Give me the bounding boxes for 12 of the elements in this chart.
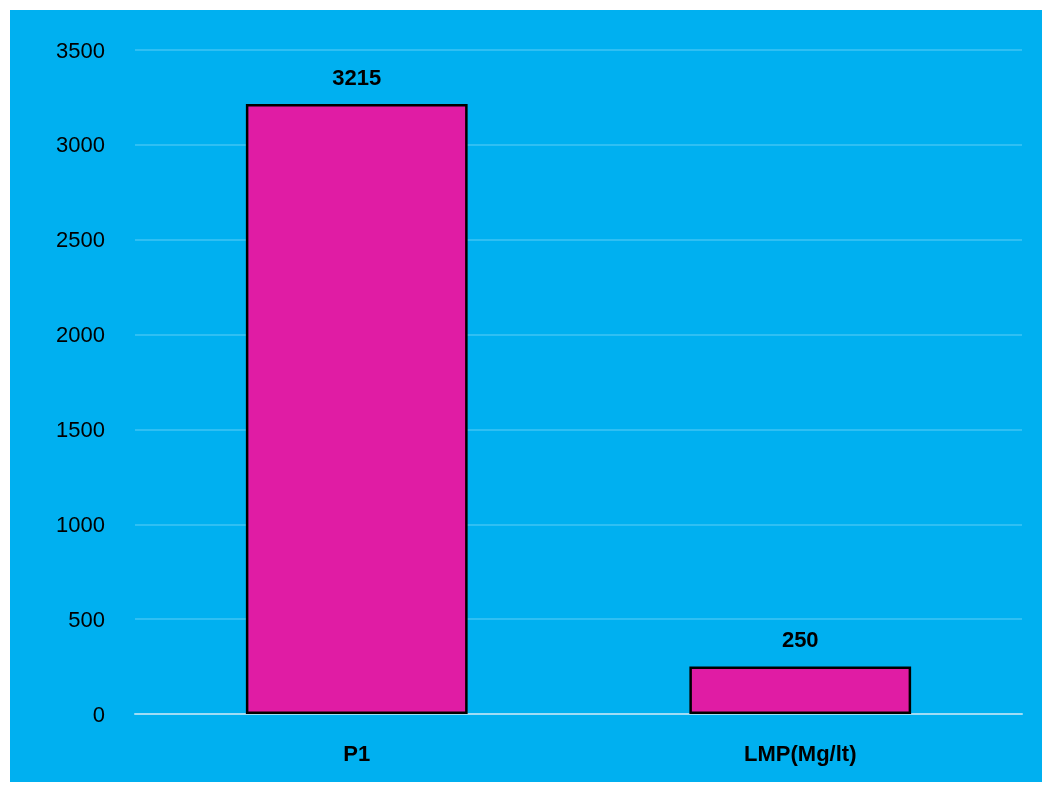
data-label: 250 bbox=[781, 627, 819, 653]
y-tick-label: 500 bbox=[68, 606, 105, 632]
x-tick-label: P1 bbox=[343, 740, 371, 766]
y-tick-label: 0 bbox=[92, 701, 105, 727]
y-tick-label: 3500 bbox=[56, 37, 105, 63]
x-tick-label: LMP(Mg/lt) bbox=[744, 740, 857, 766]
y-tick-label: 1000 bbox=[56, 511, 105, 537]
y-tick-label: 3000 bbox=[56, 132, 105, 158]
y-tick-label: 2000 bbox=[56, 322, 105, 348]
y-tick-label: 2500 bbox=[56, 227, 105, 253]
data-label: 3215 bbox=[332, 64, 382, 90]
y-tick-label: 1500 bbox=[56, 416, 105, 442]
